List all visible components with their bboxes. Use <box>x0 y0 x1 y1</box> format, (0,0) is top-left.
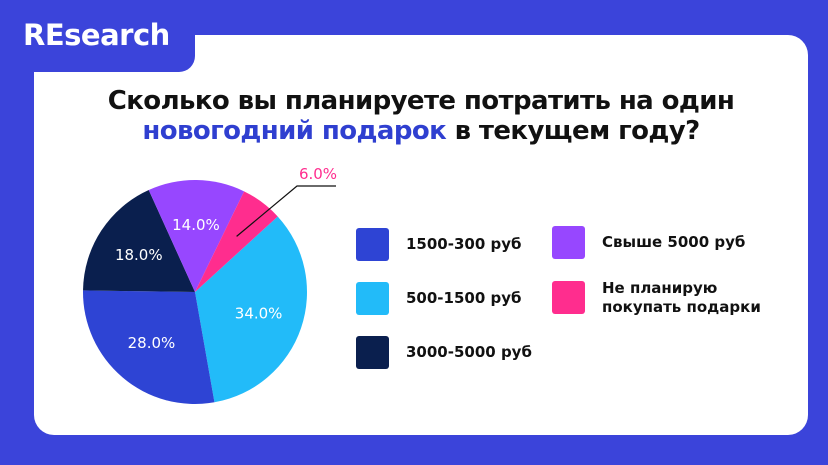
pie-slice-4 <box>195 191 278 292</box>
legend-label-not-planning: Не планирую покупать подарки <box>602 279 761 317</box>
legend-swatch-not-planning <box>552 281 585 314</box>
chart-title-line2: новогодний подарок в текущем году? <box>34 116 808 146</box>
slice-label-4: 6.0% <box>299 165 337 183</box>
pie-slice-1 <box>82 290 215 404</box>
pie-slice-2 <box>83 190 195 292</box>
legend-swatch-over-5000 <box>552 226 585 259</box>
slice-label-0: 34.0% <box>235 305 283 323</box>
legend-label-over-5000: Свыше 5000 руб <box>602 233 746 251</box>
title-highlight: новогодний подарок <box>142 116 447 146</box>
slice-label-1: 28.0% <box>128 334 176 352</box>
legend-label-line1: Не планирую <box>602 279 718 297</box>
legend-label-line2: покупать подарки <box>602 298 761 316</box>
brand-tab: REsearch <box>0 0 195 72</box>
pie-slice-3 <box>148 180 245 292</box>
legend-swatch-1500-3000 <box>356 228 389 261</box>
legend-label-500-1500: 500-1500 руб <box>406 289 522 307</box>
title-rest: в текущем году? <box>446 116 701 146</box>
slice-label-3: 14.0% <box>172 216 220 234</box>
chart-title-line1: Сколько вы планируете потратить на один <box>107 86 735 116</box>
leader-line <box>236 185 336 237</box>
brand-logo: REsearch <box>23 18 170 52</box>
legend-swatch-3000-5000 <box>356 336 389 369</box>
pie-slice-0 <box>195 216 308 403</box>
slice-label-2: 18.0% <box>115 246 163 264</box>
legend-swatch-500-1500 <box>356 282 389 315</box>
legend-label-3000-5000: 3000-5000 руб <box>406 343 532 361</box>
legend-label-1500-3000: 1500-300 руб <box>406 235 522 253</box>
